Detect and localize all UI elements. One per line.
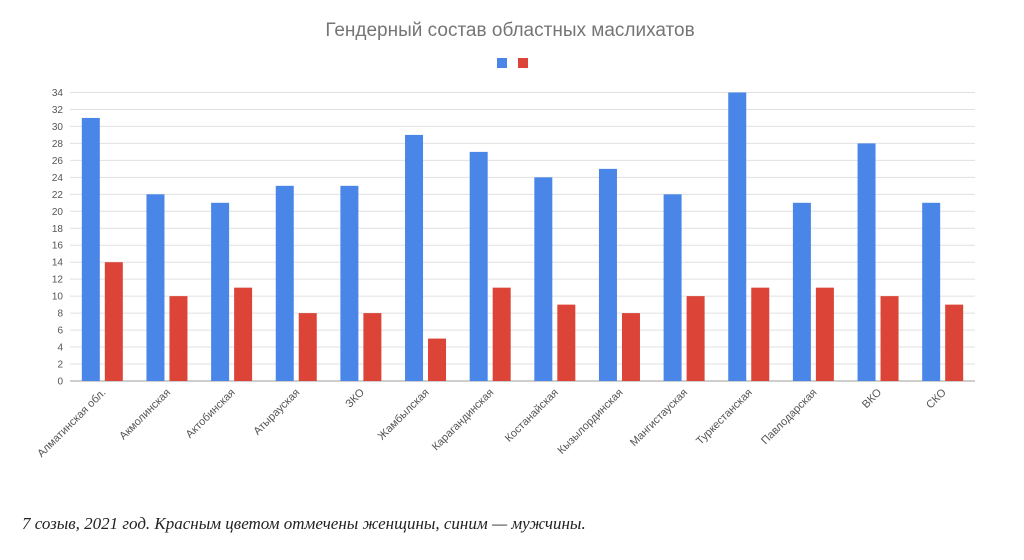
y-tick-label: 20 [52,207,64,218]
y-tick-label: 10 [52,292,64,303]
chart-title: Гендерный состав областных маслихатов [325,20,694,41]
y-tick-label: 2 [57,360,63,371]
x-tick-label: Костанайская [503,387,561,445]
y-tick-label: 28 [52,139,64,150]
bar-series1-7 [534,177,553,381]
bar-series2-13 [945,304,964,381]
legend-swatch-1 [497,58,507,68]
bar-series1-13 [922,202,941,381]
chart-legend [497,58,528,68]
bar-series1-8 [598,168,617,381]
bar-series1-10 [728,92,747,381]
bar-series1-0 [81,117,100,381]
y-tick-label: 34 [52,88,64,99]
x-tick-label: ЗКО [343,386,367,410]
x-tick-label: Жамбылская [376,387,432,443]
y-tick-label: 4 [57,343,63,354]
x-tick-label: Туркестанская [694,387,755,448]
bar-series2-5 [428,338,447,381]
y-tick-label: 26 [52,156,64,167]
x-tick-label: Акмолинская [117,387,173,443]
y-tick-label: 8 [57,309,63,320]
x-tick-label: Кызылординская [556,387,626,457]
bar-series1-6 [469,151,488,381]
bar-series1-9 [663,194,682,381]
bar-series2-3 [298,313,317,381]
bar-series1-5 [405,134,424,381]
bar-series2-9 [686,296,705,381]
legend-swatch-2 [518,58,528,68]
y-tick-label: 18 [52,224,64,235]
y-tick-label: 24 [52,173,64,184]
y-tick-label: 12 [52,275,64,286]
bar-series1-1 [146,194,165,381]
bar-chart: Гендерный состав областных маслихатов 0 2… [35,20,975,460]
y-tick-label: 22 [52,190,64,201]
bar-series1-4 [340,185,359,381]
bar-series2-11 [815,287,834,381]
bar-series1-2 [211,202,230,381]
y-tick-label: 0 [57,377,63,388]
bar-series2-12 [880,296,899,381]
bar-series2-0 [104,262,123,381]
y-tick-label: 16 [52,241,64,252]
chart-gridlines [70,91,975,382]
bar-series2-6 [492,287,511,381]
x-tick-label: Мангистауская [628,387,690,449]
x-tick-label: Алматинская обл. [35,387,108,460]
x-tick-label: ВКО [860,386,884,410]
bar-series2-8 [621,313,640,381]
bar-series2-2 [234,287,253,381]
bar-series2-1 [169,296,188,381]
bar-series2-7 [557,304,576,381]
bar-series2-10 [751,287,770,381]
x-tick-label: Павлодарская [759,387,819,447]
y-tick-label: 6 [57,326,63,337]
bar-series2-4 [363,313,382,381]
bar-series1-12 [857,143,876,381]
y-tick-label: 32 [52,105,64,116]
x-tick-label: Актобинская [184,387,238,441]
bar-series1-3 [275,185,294,381]
x-axis: Алматинская обл. Акмолинская Актобинская Ат… [35,386,949,460]
y-tick-label: 30 [52,122,64,133]
x-tick-label: СКО [924,386,949,411]
x-tick-label: Карагандинская [430,387,496,453]
bar-series1-11 [792,202,811,381]
x-tick-label: Атырауская [251,387,302,438]
figure-caption: 7 созыв, 2021 год. Красным цветом отмече… [22,514,586,533]
y-tick-label: 14 [52,258,64,269]
chart-bars [81,92,964,381]
